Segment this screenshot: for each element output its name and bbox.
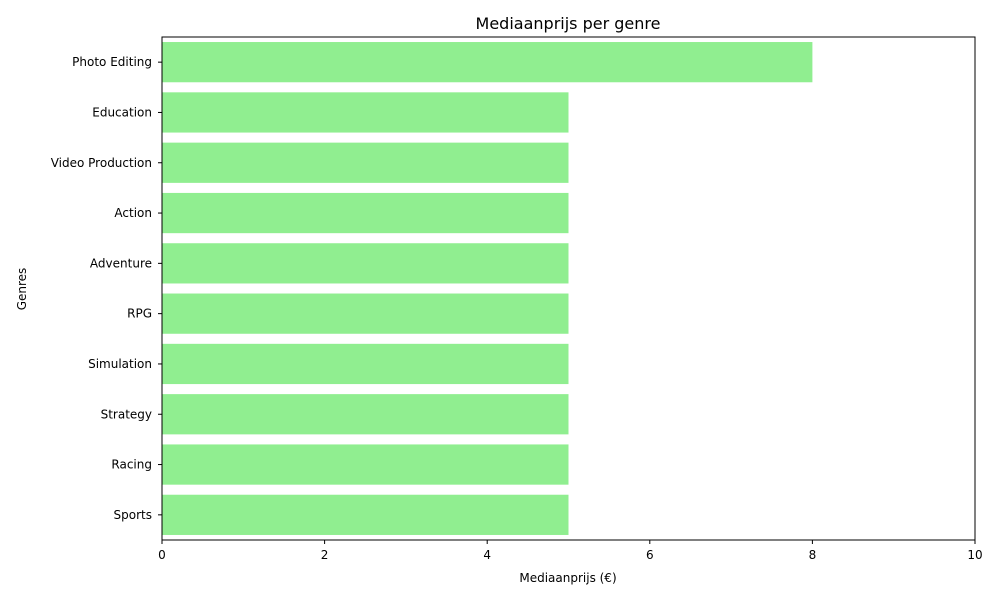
x-axis-ticks: 0 2 4 6 8 10 [158, 540, 983, 562]
y-tick-label: Strategy [101, 407, 152, 421]
x-tick-label: 6 [646, 548, 654, 562]
y-axis-title: Genres [15, 268, 29, 311]
bar-education [162, 92, 569, 133]
bar-action [162, 192, 569, 234]
x-tick-label: 10 [967, 548, 982, 562]
y-tick-label: Photo Editing [72, 55, 152, 69]
y-tick-label: RPG [127, 307, 152, 321]
x-tick-label: 0 [158, 548, 166, 562]
y-tick-label: Action [114, 206, 152, 220]
y-tick-label: Education [92, 105, 152, 119]
bar-video-production [162, 142, 569, 183]
y-axis-ticks: Photo Editing Education Video Production Ac… [51, 55, 162, 522]
y-tick-label: Sports [114, 508, 152, 522]
bars-layer [162, 42, 813, 535]
bar-simulation [162, 343, 569, 385]
y-tick-label: Video Production [51, 156, 152, 170]
bar-adventure [162, 243, 569, 284]
bar-strategy [162, 394, 569, 435]
y-tick-label: Adventure [90, 256, 152, 270]
bar-racing [162, 444, 569, 485]
x-tick-label: 4 [483, 548, 491, 562]
y-tick-label: Racing [111, 458, 152, 472]
bar-rpg [162, 293, 569, 334]
bar-sports [162, 494, 569, 535]
plot-area-frame [161, 36, 976, 541]
x-tick-label: 8 [809, 548, 817, 562]
y-tick-label: Simulation [88, 357, 152, 371]
chart-title: Mediaanprijs per genre [476, 14, 661, 33]
x-tick-label: 2 [321, 548, 329, 562]
x-axis-title: Mediaanprijs (€) [519, 571, 616, 585]
bar-photo-editing [162, 42, 813, 83]
